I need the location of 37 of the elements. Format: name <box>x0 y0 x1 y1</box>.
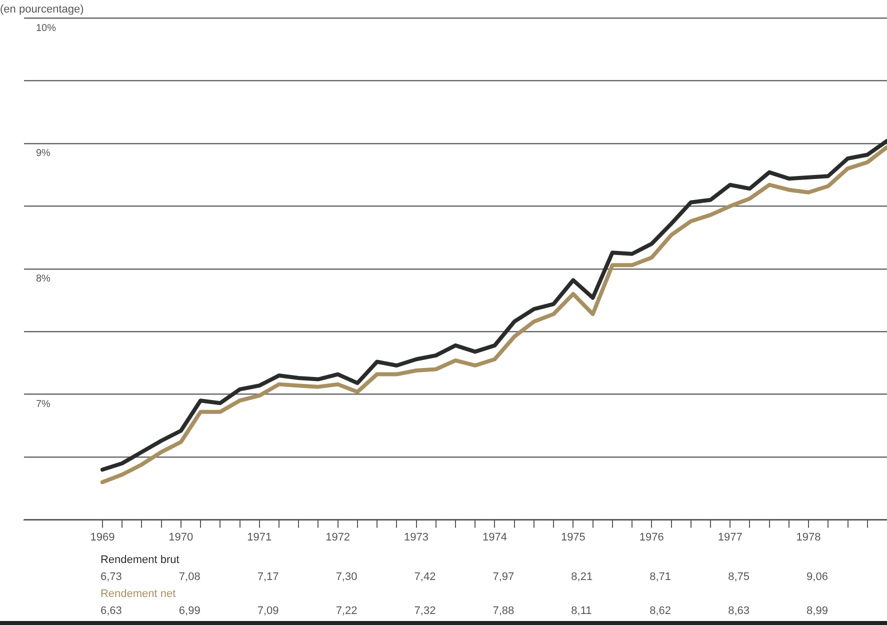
y-tick-label: 10% <box>36 22 56 34</box>
y-tick-label: 8% <box>36 274 51 285</box>
chart-subtitle: (en pourcentage) <box>0 3 84 16</box>
text: 7,22 <box>336 604 358 617</box>
text: 6,73 <box>100 570 122 583</box>
text: 7,97 <box>492 570 514 583</box>
x-tick-label: 1977 <box>718 531 742 544</box>
text: 7,32 <box>414 604 436 617</box>
x-tick-label: 1971 <box>247 531 272 544</box>
text: Rendement brut <box>100 554 180 566</box>
text: 7,17 <box>257 570 279 583</box>
text: 9,06 <box>806 570 828 583</box>
text: 7,30 <box>336 570 358 583</box>
x-tick-label: 1976 <box>639 531 664 544</box>
text: 7,42 <box>414 570 436 583</box>
y-tick-label: 7% <box>36 399 51 410</box>
text: 8,75 <box>728 570 750 583</box>
text: 8,99 <box>806 604 828 617</box>
text: 6,99 <box>178 604 200 617</box>
text: 7,09 <box>257 604 279 617</box>
x-tick-label: 1975 <box>560 531 586 544</box>
text: 8,62 <box>650 604 672 617</box>
text: 6,63 <box>100 604 122 617</box>
text: 7,88 <box>492 604 514 617</box>
y-tick-label: 9% <box>36 148 51 160</box>
x-tick-label: 1973 <box>404 531 429 544</box>
text: 7,08 <box>178 570 200 583</box>
x-tick-label: 1972 <box>326 531 350 544</box>
text: Rendement net <box>100 588 176 600</box>
x-tick-label: 1974 <box>482 531 507 544</box>
x-tick-label: 1969 <box>90 531 115 544</box>
text: 8,71 <box>650 570 672 583</box>
text: 8,21 <box>571 570 593 583</box>
x-tick-label: 1978 <box>796 531 821 544</box>
text: 8,11 <box>571 604 592 617</box>
text: 8,63 <box>728 604 750 617</box>
x-tick-label: 1970 <box>168 531 194 544</box>
